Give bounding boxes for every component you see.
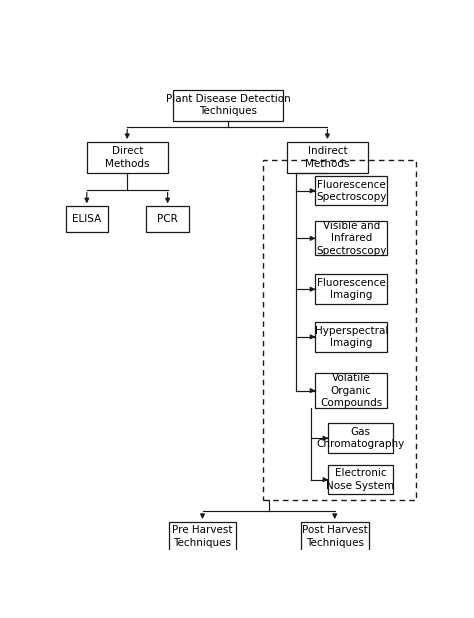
Bar [66, 206, 108, 232]
Bar [263, 160, 416, 500]
Text: Post Harvest
Techniques: Post Harvest Techniques [302, 525, 368, 548]
Bar [316, 221, 387, 255]
Text: Electronic
Nose System: Electronic Nose System [327, 468, 394, 491]
Text: Fluorescence
Spectroscopy: Fluorescence Spectroscopy [316, 180, 386, 202]
Bar [173, 90, 283, 121]
Bar [87, 142, 168, 173]
Text: Indirect
Methods: Indirect Methods [305, 146, 350, 169]
Text: Fluorescence
Imaging: Fluorescence Imaging [317, 278, 386, 300]
Bar [287, 142, 368, 173]
Bar [301, 522, 369, 551]
Text: Volatile
Organic
Compounds: Volatile Organic Compounds [320, 373, 383, 408]
Bar [328, 465, 392, 494]
Bar [316, 176, 387, 206]
Text: Direct
Methods: Direct Methods [105, 146, 149, 169]
Text: PCR: PCR [157, 214, 178, 224]
Bar [316, 274, 387, 304]
Text: ELISA: ELISA [72, 214, 101, 224]
Bar [169, 522, 237, 551]
Text: Pre Harvest
Techniques: Pre Harvest Techniques [172, 525, 233, 548]
Text: Gas
Chromatography: Gas Chromatography [316, 427, 405, 449]
Bar [146, 206, 189, 232]
Bar [316, 373, 387, 408]
Text: Hyperspectral
Imaging: Hyperspectral Imaging [315, 326, 388, 348]
Bar [316, 322, 387, 352]
Text: Visible and
Infrared
Spectroscopy: Visible and Infrared Spectroscopy [316, 221, 386, 256]
Bar [328, 423, 392, 453]
Text: Plant Disease Detection
Techniques: Plant Disease Detection Techniques [166, 94, 291, 116]
